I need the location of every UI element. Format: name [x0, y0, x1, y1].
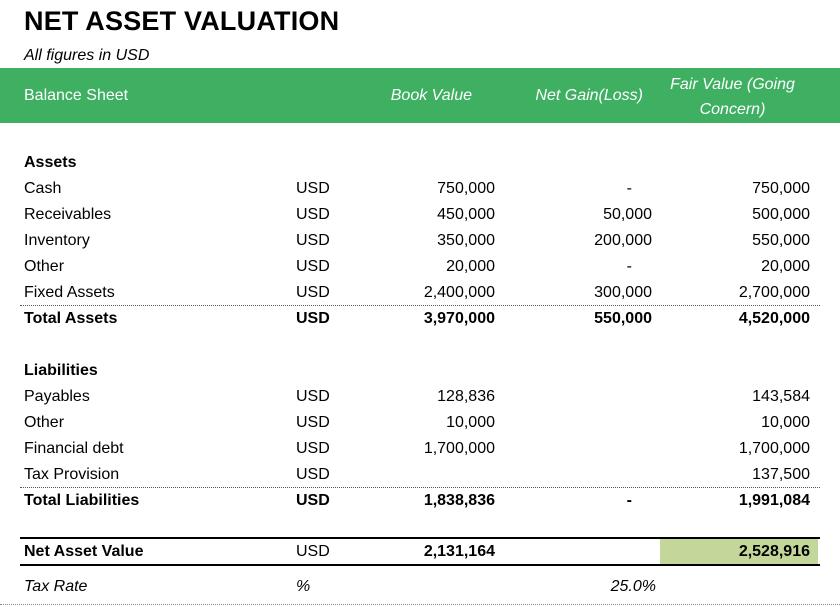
row-unit: USD	[296, 466, 330, 483]
row-label: Other	[24, 258, 65, 275]
row-label: Financial debt	[24, 440, 124, 457]
row-unit: USD	[296, 492, 330, 509]
total-assets-row: Total Assets USD 3,970,000 550,000 4,520…	[0, 306, 840, 332]
row-label: Other	[24, 414, 65, 431]
tax-rate-value: 25.0%	[610, 578, 656, 595]
divider	[20, 537, 820, 539]
row-book-value: 20,000	[446, 258, 495, 275]
header-balance-sheet: Balance Sheet	[24, 87, 129, 104]
row-label: Total Assets	[24, 310, 118, 327]
row-fair-value: 750,000	[752, 180, 810, 197]
net-asset-value-row: Net Asset Value USD 2,131,164 2,528,916	[0, 539, 840, 565]
header-fair-value-line1: Fair Value (Going	[670, 76, 795, 93]
header-book-value: Book Value	[390, 87, 472, 104]
liabilities-heading: Liabilities	[24, 362, 98, 379]
row-fair-value: 1,991,084	[738, 492, 810, 509]
liabilities-heading-row: Liabilities	[0, 358, 840, 384]
page-title: NET ASSET VALUATION	[24, 6, 340, 36]
row-book-value: 750,000	[437, 180, 495, 197]
row-label: Fixed Assets	[24, 284, 115, 301]
row-book-value: 450,000	[437, 206, 495, 223]
row-net-gain: 550,000	[594, 310, 652, 327]
row-book-value: 3,970,000	[423, 310, 495, 327]
row-label: Tax Provision	[24, 466, 120, 483]
divider	[20, 487, 820, 488]
assets-heading-row: Assets	[0, 150, 840, 176]
row-net-gain: 50,000	[603, 206, 652, 223]
table-row: Inventory USD 350,000 200,000 550,000	[0, 228, 840, 254]
row-fair-value: 143,584	[752, 388, 810, 405]
row-book-value: 350,000	[437, 232, 495, 249]
row-fair-value: 1,700,000	[738, 440, 810, 457]
row-fair-value: 10,000	[761, 414, 810, 431]
table-header: Balance Sheet Book Value Net Gain(Loss) …	[0, 68, 840, 123]
row-unit: USD	[296, 258, 330, 275]
row-book-value: 1,838,836	[423, 492, 495, 509]
row-fair-value: 4,520,000	[738, 310, 810, 327]
table-row: Other USD 10,000 10,000	[0, 410, 840, 436]
table-row: Other USD 20,000 - 20,000	[0, 254, 840, 280]
header-fair-value: Fair Value (Going Concern)	[650, 72, 815, 122]
page-subtitle: All figures in USD	[24, 47, 150, 64]
row-unit: USD	[296, 414, 330, 431]
divider	[20, 305, 820, 306]
row-fair-value: 20,000	[761, 258, 810, 275]
row-book-value: 2,131,164	[423, 543, 495, 560]
table-row: Fixed Assets USD 2,400,000 300,000 2,700…	[0, 280, 840, 306]
row-net-gain: 200,000	[594, 232, 652, 249]
row-unit: USD	[296, 284, 330, 301]
row-net-gain: 300,000	[594, 284, 652, 301]
table-row: Tax Provision USD 137,500	[0, 462, 840, 488]
table-row: Financial debt USD 1,700,000 1,700,000	[0, 436, 840, 462]
row-fair-value: 2,528,916	[738, 543, 810, 560]
assets-heading: Assets	[24, 154, 77, 171]
fair-value-highlight	[660, 539, 818, 564]
row-label: Payables	[24, 388, 90, 405]
divider	[0, 604, 840, 605]
row-fair-value: 2,700,000	[738, 284, 810, 301]
row-fair-value: 137,500	[752, 466, 810, 483]
divider	[20, 564, 820, 566]
row-label: Tax Rate	[24, 578, 88, 595]
row-label: Receivables	[24, 206, 112, 223]
table-row: Cash USD 750,000 - 750,000	[0, 176, 840, 202]
row-net-gain: -	[626, 180, 632, 197]
row-unit: %	[296, 578, 311, 595]
row-fair-value: 500,000	[752, 206, 810, 223]
header-net-gain: Net Gain(Loss)	[535, 87, 643, 104]
header-fair-value-line2: Concern)	[699, 101, 766, 118]
row-book-value: 10,000	[446, 414, 495, 431]
table-row: Payables USD 128,836 143,584	[0, 384, 840, 410]
row-fair-value: 550,000	[752, 232, 810, 249]
row-unit: USD	[296, 388, 330, 405]
row-unit: USD	[296, 206, 330, 223]
row-net-gain: -	[626, 492, 632, 509]
row-unit: USD	[296, 232, 330, 249]
row-book-value: 128,836	[437, 388, 495, 405]
row-book-value: 2,400,000	[423, 284, 495, 301]
table-row: Receivables USD 450,000 50,000 500,000	[0, 202, 840, 228]
tax-rate-row: Tax Rate % 25.0%	[0, 574, 840, 600]
row-unit: USD	[296, 440, 330, 457]
row-book-value: 1,700,000	[423, 440, 495, 457]
row-label: Total Liabilities	[24, 492, 140, 509]
row-label: Cash	[24, 180, 62, 197]
total-liabilities-row: Total Liabilities USD 1,838,836 - 1,991,…	[0, 488, 840, 514]
row-net-gain: -	[626, 258, 632, 275]
row-label: Net Asset Value	[24, 543, 144, 560]
row-unit: USD	[296, 543, 330, 560]
row-unit: USD	[296, 180, 330, 197]
row-unit: USD	[296, 310, 330, 327]
row-label: Inventory	[24, 232, 90, 249]
